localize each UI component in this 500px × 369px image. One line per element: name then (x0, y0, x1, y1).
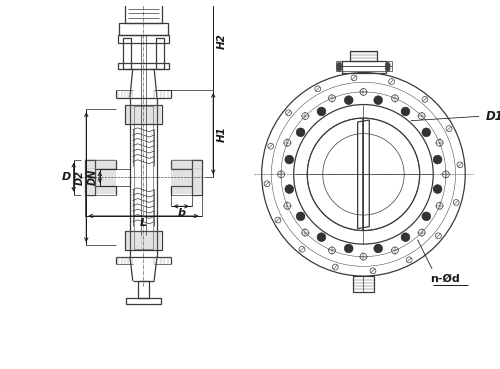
Circle shape (433, 155, 442, 164)
Bar (134, 106, 153, 249)
Bar (350, 51, 377, 61)
Text: b: b (177, 208, 185, 218)
Circle shape (317, 233, 326, 242)
Text: n-Ød: n-Ød (430, 274, 460, 284)
Text: H1: H1 (217, 126, 227, 142)
Circle shape (401, 107, 410, 116)
Bar (336, 66, 392, 70)
Text: D1: D1 (486, 110, 500, 123)
Circle shape (422, 212, 430, 221)
Circle shape (401, 233, 410, 242)
Circle shape (285, 185, 294, 193)
Circle shape (344, 96, 353, 104)
Bar (86, 160, 95, 195)
Circle shape (337, 62, 342, 67)
Bar (192, 160, 202, 195)
Bar (125, 104, 162, 124)
Circle shape (296, 128, 305, 137)
Circle shape (386, 62, 390, 67)
Bar (353, 276, 374, 292)
Bar (132, 0, 155, 4)
Bar (126, 299, 161, 304)
Text: H2: H2 (217, 34, 227, 49)
Text: L: L (140, 218, 147, 228)
Bar (123, 38, 131, 69)
Text: D: D (62, 172, 72, 182)
Bar (342, 61, 386, 73)
Text: DN: DN (88, 169, 98, 185)
Bar (118, 63, 168, 69)
Circle shape (344, 244, 353, 253)
Circle shape (374, 244, 382, 253)
Bar (118, 35, 168, 42)
Circle shape (386, 66, 390, 71)
Bar (336, 61, 392, 66)
Circle shape (433, 185, 442, 193)
Circle shape (317, 107, 326, 116)
Bar (138, 281, 149, 299)
Text: D2: D2 (74, 170, 85, 184)
Bar (119, 23, 168, 35)
Bar (156, 38, 164, 69)
Circle shape (374, 96, 382, 104)
Bar (125, 231, 162, 250)
Circle shape (422, 128, 430, 137)
Circle shape (296, 212, 305, 221)
Circle shape (285, 155, 294, 164)
Bar (125, 4, 162, 23)
Circle shape (337, 66, 342, 71)
Bar (130, 98, 157, 257)
